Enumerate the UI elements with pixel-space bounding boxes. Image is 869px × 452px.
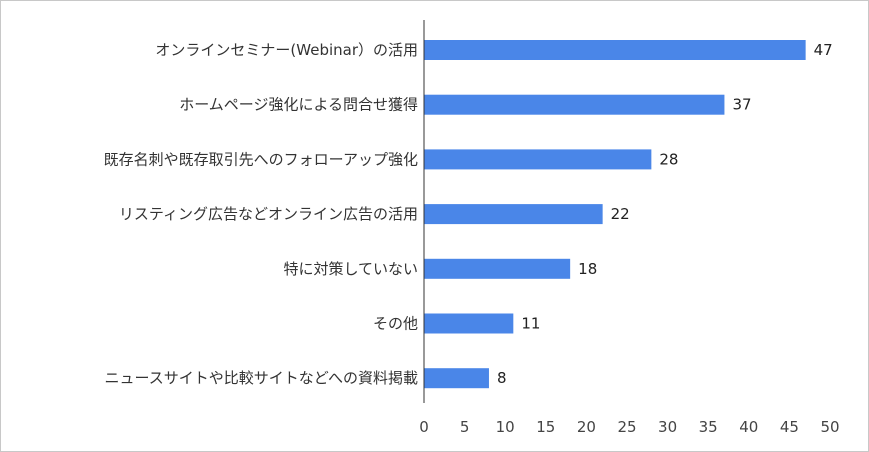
x-tick-label-1: 5 (460, 418, 470, 436)
bar-2 (424, 149, 652, 170)
x-tick-label-10: 50 (820, 418, 839, 436)
bars-group (424, 40, 806, 389)
bar-1 (424, 94, 725, 115)
bar-0 (424, 40, 806, 60)
value-label-0: 47 (814, 41, 833, 59)
category-label-1: ホームページ強化による問合せ獲得 (179, 96, 418, 114)
x-tick-label-9: 45 (780, 418, 799, 436)
x-tick-labels-group: 0 5 10 15 20 25 30 35 40 45 50 (419, 418, 839, 436)
x-tick-label-0: 0 (419, 418, 429, 436)
x-tick-label-6: 30 (658, 418, 677, 436)
x-tick-label-5: 25 (617, 418, 636, 436)
bar-4 (424, 258, 571, 279)
category-label-5: その他 (373, 315, 418, 333)
x-tick-label-2: 10 (496, 418, 515, 436)
x-tick-label-7: 35 (699, 418, 718, 436)
value-label-5: 11 (521, 315, 540, 333)
bar-6 (424, 368, 489, 389)
value-label-3: 22 (611, 205, 630, 223)
x-tick-label-8: 40 (739, 418, 758, 436)
category-labels-group: オンラインセミナー(Webinar）の活用ホームページ強化による問合せ獲得既存名… (104, 41, 418, 387)
value-label-4: 18 (578, 260, 597, 278)
bar-5 (424, 313, 514, 334)
category-label-6: ニュースサイトや比較サイトなどへの資料掲載 (104, 369, 418, 387)
x-tick-label-3: 15 (536, 418, 555, 436)
value-label-1: 37 (732, 96, 751, 114)
category-label-0: オンラインセミナー(Webinar）の活用 (155, 41, 418, 59)
category-label-3: リスティング広告などオンライン広告の活用 (119, 205, 418, 223)
x-tick-label-4: 20 (577, 418, 596, 436)
category-label-4: 特に対策していない (283, 260, 418, 278)
category-label-2: 既存名刺や既存取引先へのフォローアップ強化 (104, 150, 418, 168)
value-label-2: 28 (659, 150, 678, 168)
bar-3 (424, 204, 603, 225)
value-label-6: 8 (497, 369, 507, 387)
value-labels-group: 47 37 28 22 18 11 8 (497, 41, 833, 387)
